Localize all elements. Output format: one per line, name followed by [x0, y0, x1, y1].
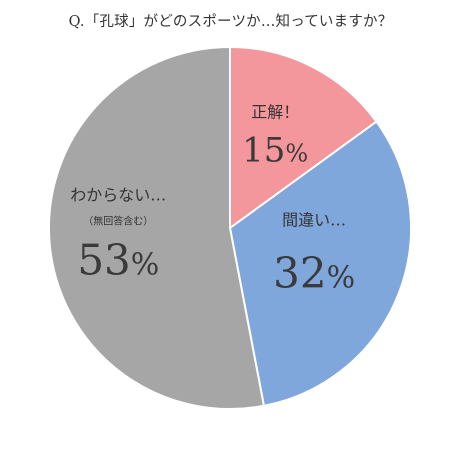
- slice-label-1: 正解！: [251, 102, 299, 121]
- pie-labels: 正解！ 15% 間違い… 32% わからない… （無回答含む） 53%: [70, 102, 355, 297]
- slice-label-2: 間違い…: [282, 210, 346, 229]
- slice-label-3: わからない…: [70, 186, 166, 205]
- pie-slice-1: [229, 45, 378, 230]
- pie-slice-2: [228, 120, 412, 407]
- pie-slices: [48, 45, 412, 410]
- slice-sublabel-3: （無回答含む）: [83, 215, 153, 228]
- chart-title: Q.「孔球」がどのスポーツか…知っていますか？: [68, 14, 393, 30]
- slice-value-1: 15%: [242, 130, 308, 170]
- slice-value-2: 32%: [273, 248, 355, 297]
- pie-slice-3: [48, 45, 266, 410]
- slice-value-3: 53%: [77, 236, 159, 285]
